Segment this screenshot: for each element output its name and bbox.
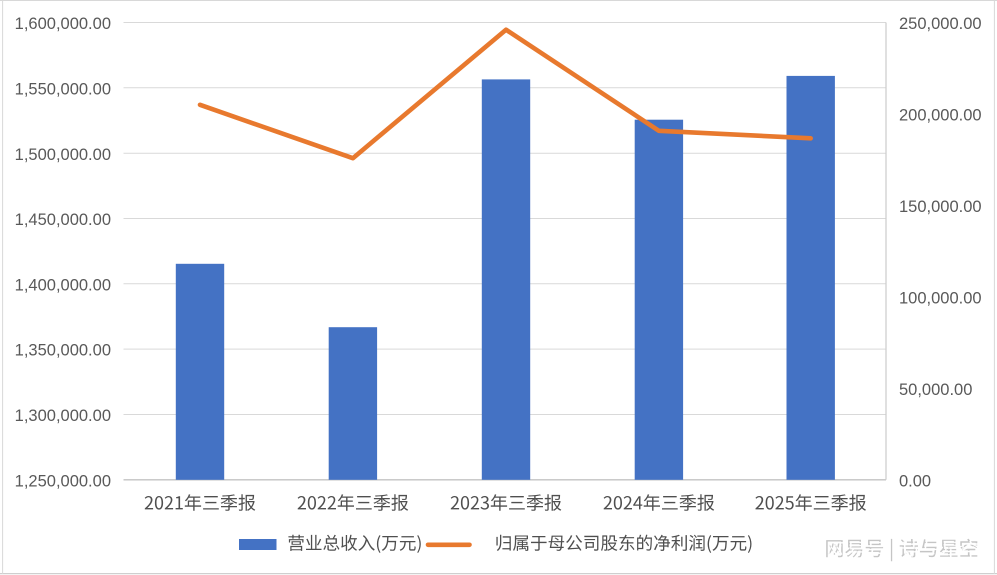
svg-text:1,400,000.00: 1,400,000.00 (15, 276, 111, 294)
svg-text:250,000.00: 250,000.00 (899, 15, 982, 33)
svg-text:1,500,000.00: 1,500,000.00 (15, 146, 111, 164)
svg-text:100,000.00: 100,000.00 (899, 290, 982, 308)
svg-text:1,600,000.00: 1,600,000.00 (15, 15, 111, 33)
svg-text:1,250,000.00: 1,250,000.00 (15, 472, 111, 490)
svg-text:1,350,000.00: 1,350,000.00 (15, 342, 111, 360)
svg-text:1,300,000.00: 1,300,000.00 (15, 407, 111, 425)
svg-text:1,450,000.00: 1,450,000.00 (15, 211, 111, 229)
svg-text:1,550,000.00: 1,550,000.00 (15, 80, 111, 98)
svg-text:150,000.00: 150,000.00 (899, 198, 982, 216)
svg-text:50,000.00: 50,000.00 (899, 381, 972, 399)
svg-text:0.00: 0.00 (899, 472, 931, 490)
svg-text:200,000.00: 200,000.00 (899, 107, 982, 125)
